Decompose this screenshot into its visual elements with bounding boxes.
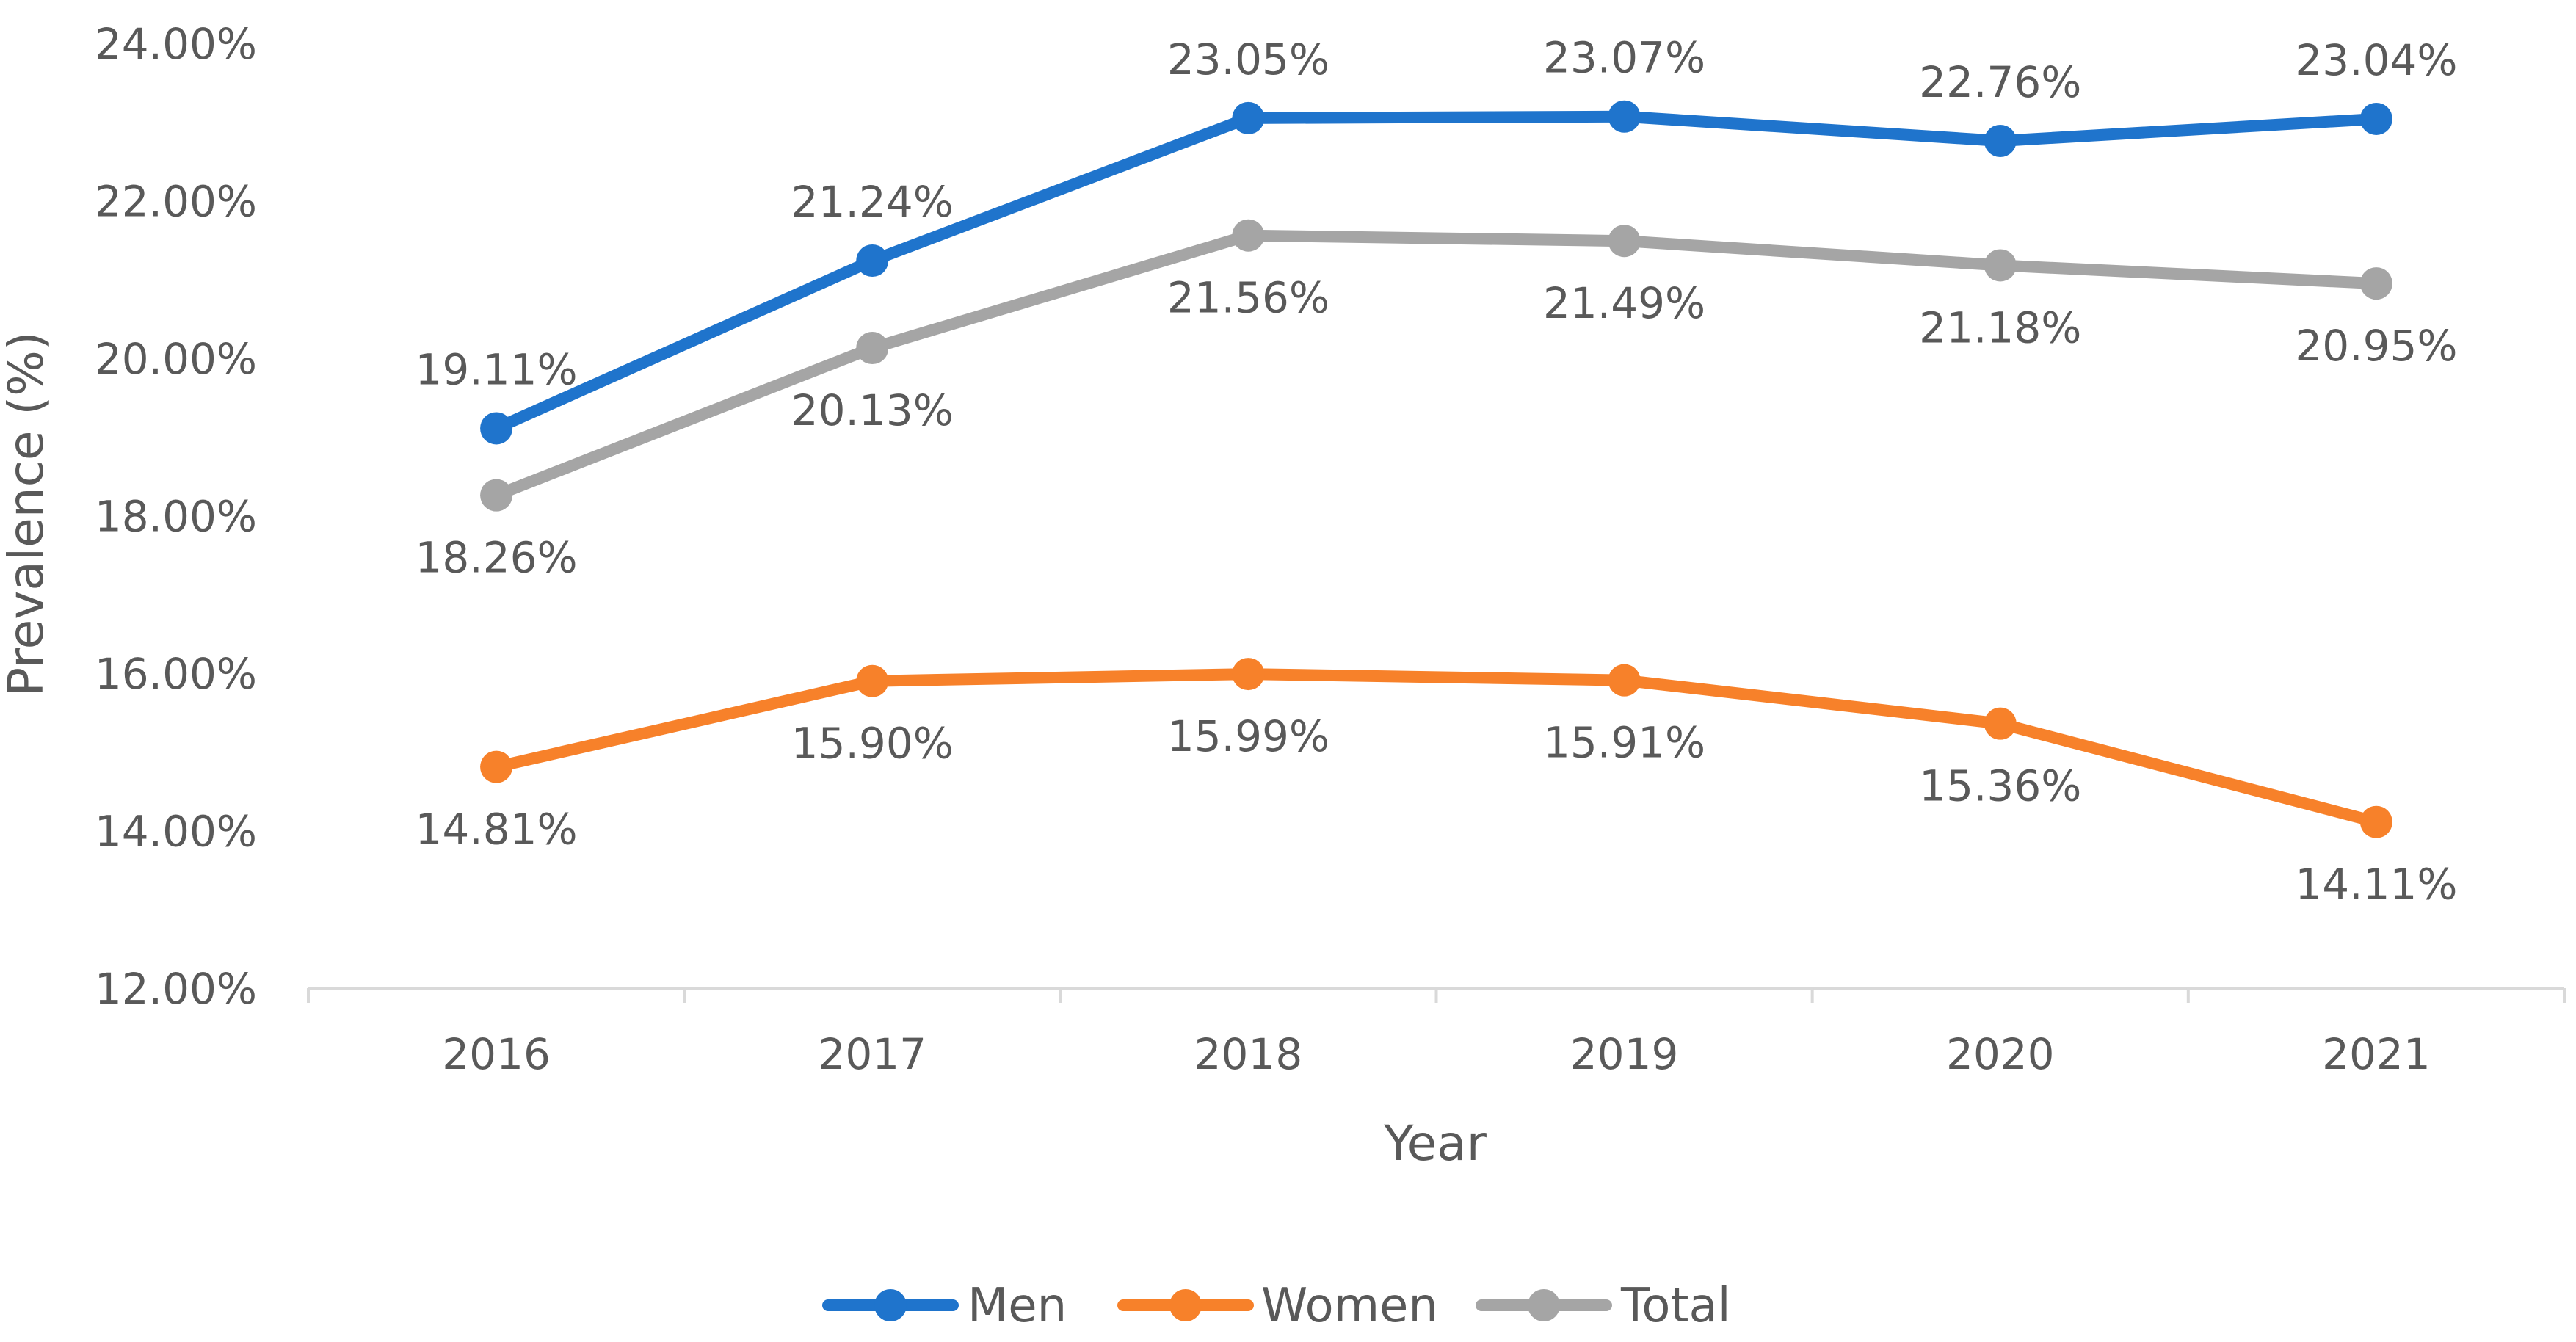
data-point-women [2359, 805, 2392, 838]
data-point-women [480, 750, 513, 783]
x-tick-label: 2019 [1570, 1029, 1679, 1079]
x-tick-label: 2017 [818, 1029, 926, 1079]
data-label-women: 15.36% [1919, 761, 2081, 811]
data-label-total: 21.49% [1543, 278, 1705, 328]
data-label-men: 23.05% [1167, 35, 1329, 84]
data-label-women: 15.90% [791, 719, 954, 769]
data-label-men: 22.76% [1919, 57, 2081, 107]
data-point-men [1232, 101, 1265, 134]
axes: 2016 2017 2018 2019 2020 2021 12.00% 14.00% 16.0… [95, 19, 2566, 1079]
y-tick-label: 22.00% [95, 177, 257, 227]
data-label-men: 23.04% [2295, 35, 2457, 85]
y-tick-label: 16.00% [95, 649, 257, 699]
data-point-total [1984, 249, 2017, 282]
series-line-total [490, 229, 2382, 501]
legend-marker-women [1169, 1289, 1202, 1321]
legend: Men Women Total [822, 1279, 1730, 1333]
data-point-women [1232, 658, 1265, 691]
data-label-men: 21.24% [791, 177, 954, 227]
data-point-men [2359, 102, 2392, 135]
x-tick-label: 2021 [2322, 1029, 2431, 1079]
data-label-women: 14.11% [2295, 860, 2457, 910]
data-label-women: 15.91% [1543, 718, 1705, 768]
data-point-women [1984, 707, 2017, 740]
data-label-total: 20.95% [2295, 321, 2457, 371]
data-point-total [2359, 267, 2392, 300]
data-label-total: 21.56% [1167, 273, 1329, 323]
x-tick-label: 2016 [442, 1029, 551, 1079]
y-tick-label: 24.00% [95, 19, 257, 69]
data-label-women: 15.99% [1167, 711, 1329, 761]
data-point-total [1232, 219, 1265, 252]
data-point-men [480, 412, 513, 445]
data-point-women [856, 664, 889, 697]
data-point-total [480, 479, 513, 512]
data-label-total: 18.26% [416, 533, 578, 583]
legend-label-men: Men [968, 1279, 1067, 1333]
data-label-men: 19.11% [416, 344, 578, 394]
y-tick-label: 18.00% [95, 492, 257, 542]
data-point-women [1608, 664, 1641, 697]
series-line-women [490, 668, 2382, 828]
legend-label-women: Women [1261, 1279, 1438, 1333]
data-point-men [1984, 124, 2017, 157]
data-label-women: 14.81% [416, 805, 578, 855]
data-label-total: 21.18% [1919, 302, 2081, 352]
series-lines [480, 100, 2392, 838]
legend-marker-total [1528, 1289, 1560, 1321]
y-tick-label: 12.00% [95, 964, 257, 1014]
data-point-total [1608, 225, 1641, 258]
data-label-men: 23.07% [1543, 33, 1705, 83]
legend-label-total: Total [1620, 1279, 1730, 1333]
data-point-men [1608, 100, 1641, 133]
x-tick-label: 2020 [1946, 1029, 2055, 1079]
data-point-men [856, 244, 889, 278]
data-point-total [856, 332, 889, 365]
y-tick-label: 14.00% [95, 807, 257, 857]
series-line-men [490, 110, 2382, 435]
y-tick-label: 20.00% [95, 334, 257, 384]
data-labels: 19.11% 21.24% 23.05% 23.07% 22.76% 23.04% 14.8… [416, 33, 2458, 910]
x-axis-title: Year [1383, 1115, 1487, 1172]
x-tick-label: 2018 [1194, 1029, 1303, 1079]
y-axis-title: Prevalence (%) [0, 331, 54, 696]
data-label-total: 20.13% [791, 385, 954, 435]
legend-marker-men [874, 1289, 907, 1321]
